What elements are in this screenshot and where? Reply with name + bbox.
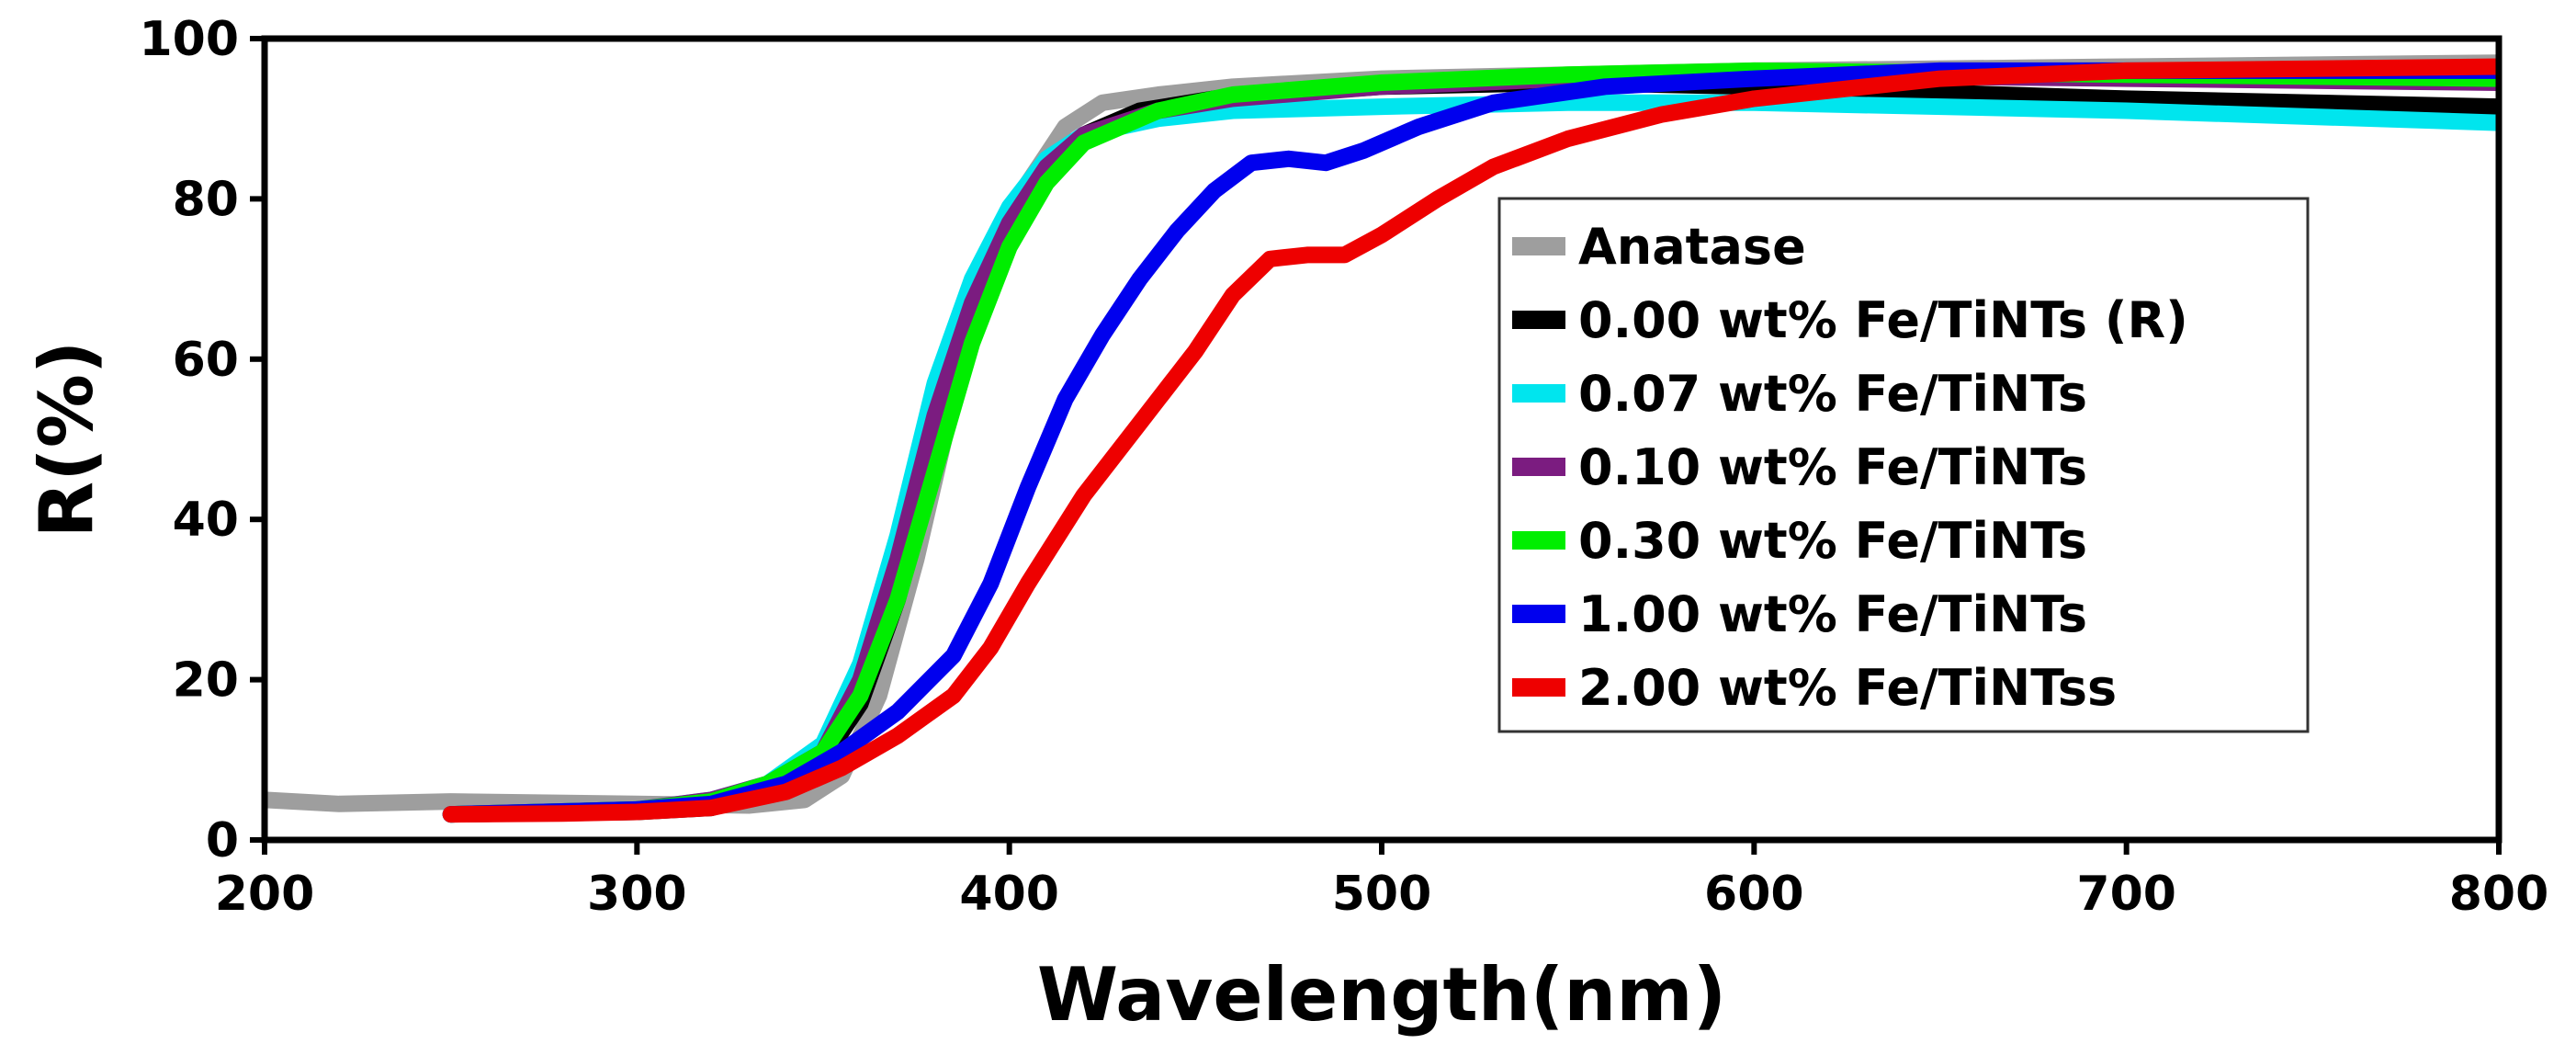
x-tick-label-6: 800: [2449, 867, 2549, 922]
legend-label-5: 1.00 wt% Fe/TiNTs: [1578, 585, 2087, 643]
legend-label-6: 2.00 wt% Fe/TiNTss: [1578, 659, 2117, 717]
x-axis-label: Wavelength(nm): [1037, 952, 1726, 1038]
legend-label-0: Anatase: [1578, 218, 1806, 276]
y-tick-label-3: 60: [173, 333, 239, 388]
legend-label-2: 0.07 wt% Fe/TiNTs: [1578, 365, 2087, 423]
y-tick-label-4: 80: [173, 172, 239, 227]
legend-box: [1497, 197, 2310, 733]
x-tick-label-4: 600: [1704, 867, 1804, 922]
x-tick-label-0: 200: [215, 867, 315, 922]
series-line-5: [442, 62, 2499, 823]
y-tick-label-2: 40: [173, 493, 239, 548]
x-tick-label-5: 700: [2076, 867, 2176, 922]
y-tick-label-5: 100: [139, 12, 239, 67]
y-axis-label: R(%): [24, 341, 109, 539]
legend-label-4: 0.30 wt% Fe/TiNTs: [1578, 512, 2087, 570]
x-tick-label-3: 500: [1332, 867, 1432, 922]
x-tick-label-2: 400: [959, 867, 1059, 922]
series-line-6: [442, 58, 2499, 823]
y-tick-label-0: 0: [206, 813, 239, 868]
legend-label-1: 0.00 wt% Fe/TiNTs (R): [1578, 291, 2188, 349]
legend-label-3: 0.10 wt% Fe/TiNTs: [1578, 438, 2087, 496]
y-tick-label-1: 20: [173, 653, 239, 709]
x-tick-label-1: 300: [587, 867, 687, 922]
